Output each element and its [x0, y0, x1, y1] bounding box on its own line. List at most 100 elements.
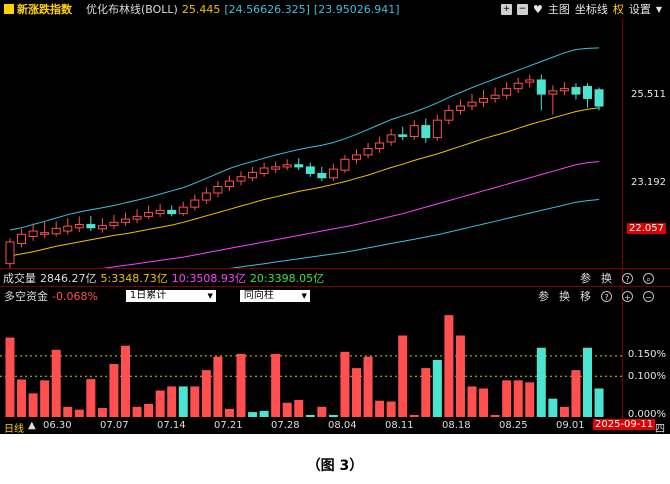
main-chart-tools: + − ♥ 主图 坐标线 权 设置 ▼	[500, 0, 662, 18]
capital-axis: 0.150% 0.100% 0.000%	[622, 305, 670, 420]
capital-label-0000: 0.000%	[627, 409, 666, 420]
capital-bar	[479, 388, 489, 417]
zoom-in-icon[interactable]: +	[622, 290, 633, 302]
switch-button[interactable]: 换	[601, 272, 612, 285]
switch-button[interactable]: 换	[559, 290, 570, 303]
capital-bar	[51, 349, 61, 417]
minus-icon[interactable]: −	[516, 3, 528, 15]
index-title[interactable]: 新涨跌指数	[17, 3, 72, 16]
candle-up	[375, 142, 385, 149]
candle-down	[167, 209, 177, 215]
date-label: 07.07	[100, 420, 129, 431]
capital-bar	[17, 379, 27, 417]
capital-panel-header: 多空资金 -0.068% 1日累计 同向柱 参 换 移 ? + −	[0, 286, 670, 305]
capital-bar	[525, 382, 535, 417]
help-icon[interactable]: ?	[622, 272, 633, 284]
candle-up	[271, 166, 281, 170]
candle-down	[294, 164, 304, 168]
capital-bar	[271, 353, 281, 417]
capital-bar	[571, 370, 581, 417]
date-label: 07.21	[214, 420, 243, 431]
capital-bar	[97, 408, 107, 417]
date-axis: 日线 ▲ 06.30 07.07 07.14 07.21 07.28 08.04…	[0, 418, 670, 434]
candle-up	[132, 215, 142, 220]
main-chart-button[interactable]: 主图	[547, 3, 570, 16]
dropdown-icon[interactable]: ▼	[655, 4, 662, 14]
capital-bar	[224, 408, 234, 417]
candle-down	[571, 87, 581, 95]
candle-up	[455, 105, 465, 111]
capital-bar	[352, 368, 361, 417]
heart-icon[interactable]: ♥	[532, 2, 543, 16]
volume-label[interactable]: 成交量	[3, 272, 36, 285]
capital-bar	[236, 353, 246, 417]
candle-down	[317, 172, 327, 179]
capital-bar	[594, 388, 604, 417]
params-button[interactable]: 参	[580, 272, 591, 285]
capital-bar	[132, 406, 142, 417]
triangle-icon[interactable]: ▲	[28, 420, 36, 431]
candlestick-chart[interactable]	[0, 18, 622, 268]
date-label: 08.18	[442, 420, 471, 431]
volume-ma5: 5:3348.73亿	[100, 272, 168, 285]
checkbox-icon[interactable]	[4, 4, 14, 14]
candle-up	[28, 230, 38, 237]
candle-up	[328, 168, 338, 179]
indicator-name[interactable]: 优化布林线(BOLL)	[86, 3, 178, 16]
settings-button[interactable]: 设置	[628, 3, 651, 16]
candle-up	[51, 227, 61, 235]
candle-down	[536, 79, 546, 95]
capital-bar	[328, 414, 338, 417]
capital-bar-chart[interactable]	[0, 305, 622, 418]
capital-bar	[144, 403, 154, 417]
zoom-out-icon[interactable]: −	[643, 290, 654, 302]
current-price-label: 22.057	[627, 223, 666, 234]
price-axis: 25.511 23.192 22.057	[622, 18, 670, 268]
candle-up	[386, 134, 396, 143]
boll-band1-low: [24.566	[224, 2, 268, 16]
period-label[interactable]: 日线	[4, 424, 24, 434]
price-label-low: 23.192	[631, 177, 666, 188]
candle-down	[398, 134, 408, 137]
capital-bar	[421, 368, 431, 417]
candle-up	[155, 209, 165, 215]
candle-up	[490, 94, 500, 99]
capital-bar	[583, 347, 592, 417]
candle-up	[190, 199, 200, 208]
capital-bar	[375, 400, 385, 417]
capital-bar	[155, 390, 165, 417]
date-label: 08.04	[328, 420, 357, 431]
boll-upper-line	[9, 47, 600, 231]
bar-mode-select[interactable]: 同向柱	[239, 290, 310, 302]
capital-bar	[398, 335, 408, 417]
candle-up	[248, 171, 258, 179]
rights-button[interactable]: 权	[612, 3, 624, 16]
help-icon[interactable]: ?	[601, 290, 612, 302]
params-button[interactable]: 参	[538, 290, 549, 303]
candle-up	[63, 225, 73, 232]
period-select[interactable]: 1日累计	[125, 290, 216, 302]
capital-bar	[5, 337, 15, 417]
capital-bar	[490, 414, 500, 417]
candle-up	[144, 212, 154, 217]
candle-up	[479, 97, 489, 103]
candle-up	[363, 147, 373, 156]
candle-up	[40, 232, 50, 235]
candle-up	[121, 218, 130, 223]
coordinate-line-button[interactable]: 坐标线	[574, 3, 608, 16]
candle-up	[352, 154, 361, 160]
candle-down	[421, 125, 431, 139]
capital-value: -0.068%	[52, 289, 98, 303]
capital-bar	[74, 409, 84, 417]
add-icon[interactable]: +	[500, 3, 512, 15]
capital-bar	[86, 379, 96, 417]
date-label: 07.28	[271, 420, 300, 431]
capital-bar	[467, 386, 477, 417]
stock-app-window: 新涨跌指数 优化布林线(BOLL) 25.445 [24.566 26.325]…	[0, 0, 670, 434]
capital-title[interactable]: 多空资金	[4, 290, 48, 303]
candle-down	[305, 166, 315, 174]
date-label: 07.14	[157, 420, 186, 431]
move-button[interactable]: 移	[580, 290, 591, 303]
zoom-icon[interactable]: ⌕	[643, 272, 654, 284]
date-label: 08.25	[499, 420, 528, 431]
